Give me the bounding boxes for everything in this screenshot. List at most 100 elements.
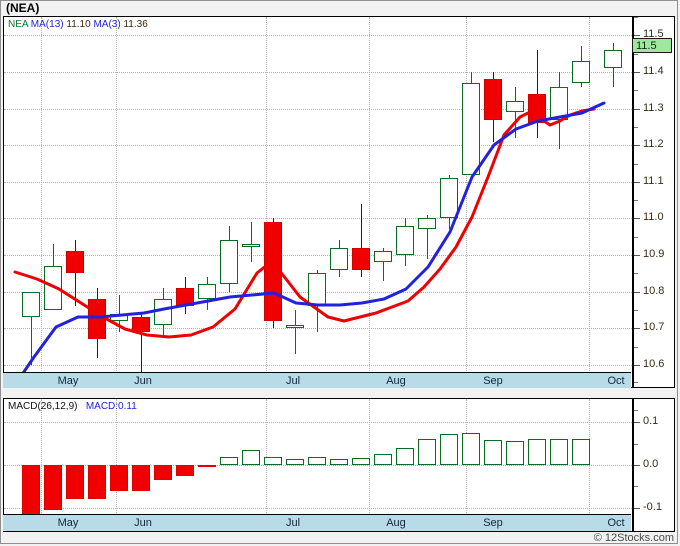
candle-body[interactable] [528, 93, 546, 124]
price-gridline [4, 145, 632, 147]
macd-histogram-bar[interactable] [528, 439, 546, 465]
month-gridline [41, 17, 42, 387]
candle-body[interactable] [220, 240, 238, 285]
macd-histogram-bar[interactable] [330, 459, 348, 465]
macd-histogram-bar[interactable] [352, 458, 370, 465]
current-price-tag: 11.5 [632, 38, 672, 54]
candle-body[interactable] [506, 101, 524, 113]
macd-axis-tick [634, 422, 640, 424]
price-axis-label: 11.5 [643, 28, 664, 41]
price-axis-label: 11.0 [643, 211, 664, 224]
candle-body[interactable] [374, 251, 392, 263]
price-axis-label: 11.2 [643, 138, 664, 151]
macd-histogram-bar[interactable] [198, 465, 216, 468]
candle-body[interactable] [418, 218, 436, 230]
candle-body[interactable] [154, 299, 172, 325]
candle-body[interactable] [352, 247, 370, 270]
price-axis-minor-tick [634, 163, 638, 165]
macd-axis-label: 0.0 [643, 458, 659, 470]
candle-wick [251, 222, 252, 263]
price-axis-tick [634, 71, 640, 73]
macd-axis-tick [634, 465, 640, 466]
candle-body[interactable] [66, 251, 84, 274]
price-axis-label: 11.3 [643, 101, 664, 114]
legend-ma3-value: 11.36 [123, 19, 148, 30]
macd-histogram-bar[interactable] [110, 465, 128, 492]
candle-body[interactable] [462, 82, 480, 175]
macd-histogram-bar[interactable] [242, 450, 260, 465]
candle-body[interactable] [550, 86, 568, 120]
macd-histogram-bar[interactable] [132, 465, 150, 491]
candle-body[interactable] [264, 222, 282, 322]
macd-histogram-bar[interactable] [66, 465, 84, 500]
candle-body[interactable] [198, 284, 216, 300]
candle-body[interactable] [484, 79, 502, 120]
month-label: Sep [483, 517, 503, 529]
macd-plot-area[interactable] [4, 399, 632, 531]
macd-histogram-bar[interactable] [220, 457, 238, 465]
macd-histogram-bar[interactable] [374, 453, 392, 465]
watermark: © 12Stocks.com [593, 532, 674, 544]
macd-histogram-bar[interactable] [550, 439, 568, 465]
macd-chart-panel: 0.1 0.0 -0.1 MACD(26,12,9) MACD:0.11 [3, 398, 675, 532]
month-label: May [57, 375, 79, 387]
candle-body[interactable] [242, 244, 260, 248]
candle-body[interactable] [440, 178, 458, 219]
macd-histogram-bar[interactable] [506, 441, 524, 465]
price-axis-tick [634, 365, 640, 367]
candle-body[interactable] [286, 324, 304, 328]
macd-histogram-bar[interactable] [418, 438, 436, 465]
macd-histogram-bar[interactable] [154, 465, 172, 480]
price-axis-label: 10.7 [643, 321, 665, 334]
price-axis-tick [634, 291, 640, 293]
macd-histogram-bar[interactable] [484, 440, 502, 465]
price-gridline [4, 71, 632, 73]
month-gridline [266, 17, 267, 387]
page-title: (NEA) [6, 1, 40, 15]
macd-histogram-bar[interactable] [44, 465, 62, 510]
candle-wick [295, 310, 296, 355]
macd-histogram-bar[interactable] [286, 459, 304, 465]
candle-body[interactable] [176, 288, 194, 307]
macd-histogram-bar[interactable] [176, 465, 194, 476]
macd-histogram-bar[interactable] [440, 434, 458, 465]
price-axis-label: 10.6 [643, 358, 665, 371]
month-gridline [116, 17, 117, 387]
candle-body[interactable] [44, 266, 62, 311]
macd-month-axis: May Jun Jul Aug Sep Oct [3, 514, 631, 531]
price-axis-tick [634, 218, 640, 220]
month-label: May [57, 517, 79, 529]
macd-axis-label: -0.1 [643, 500, 662, 513]
macd-histogram-bar[interactable] [572, 439, 590, 465]
month-label: Aug [386, 375, 406, 387]
price-axis-minor-tick [634, 200, 638, 202]
price-axis-tick [634, 108, 640, 110]
legend-symbol: NEA [8, 19, 29, 30]
macd-histogram-bar[interactable] [462, 432, 480, 465]
candle-body[interactable] [88, 299, 106, 340]
macd-axis-minor-tick [634, 486, 638, 488]
price-axis-label: 10.9 [643, 248, 665, 261]
macd-histogram-bar[interactable] [308, 457, 326, 465]
candle-body[interactable] [308, 273, 326, 307]
macd-histogram-bar[interactable] [264, 457, 282, 465]
macd-histogram-bar[interactable] [88, 465, 106, 500]
macd-histogram-bar[interactable] [396, 447, 414, 465]
macd-params-label: MACD(26,12,9) [8, 401, 78, 412]
macd-axis-tick [634, 507, 640, 509]
price-gridline [4, 255, 632, 257]
month-label: Sep [483, 375, 503, 387]
month-label: Jun [134, 375, 152, 387]
candle-body[interactable] [396, 225, 414, 256]
candle-body[interactable] [110, 313, 128, 322]
candle-body[interactable] [22, 291, 40, 318]
price-axis-tick [634, 328, 640, 330]
candle-body[interactable] [330, 247, 348, 270]
month-label: Jul [285, 375, 301, 387]
candle-body[interactable] [132, 317, 150, 333]
candle-body[interactable] [604, 49, 622, 69]
candle-body[interactable] [572, 60, 590, 83]
month-label: Jul [285, 517, 301, 529]
price-plot-area[interactable] [4, 17, 632, 387]
